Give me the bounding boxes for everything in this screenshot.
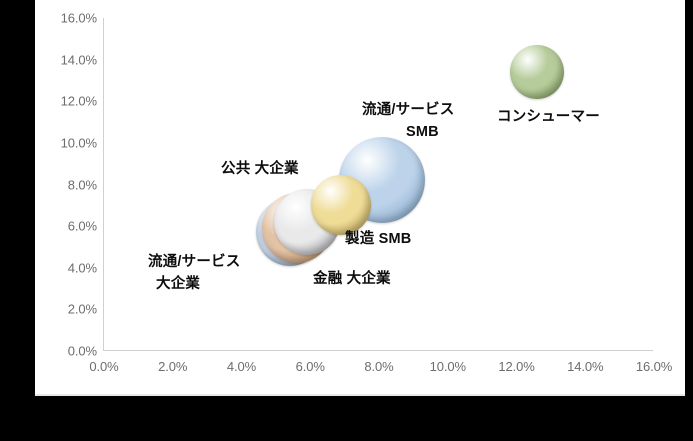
chart-card: 0.0% 2.0% 4.0% 6.0% 8.0% 10.0% 12.0% 14.0% 16.0%… xyxy=(35,0,685,396)
data-label-3: 公共 大企業 xyxy=(221,158,299,180)
x-axis-tick-label: 10.0% xyxy=(429,359,466,374)
data-label-line1: 公共 大企業 xyxy=(221,161,299,177)
y-axis-tick-label: 14.0% xyxy=(60,52,97,68)
data-label-line1: 流通/サービス xyxy=(362,102,455,118)
data-label-4: 金融 大企業 xyxy=(313,268,391,290)
y-axis-tick-label: 8.0% xyxy=(67,177,97,192)
data-label-5: 製造 SMB xyxy=(345,228,411,250)
y-axis-tick-label: 6.0% xyxy=(67,218,97,234)
x-axis-tick-label: 16.0% xyxy=(635,359,673,374)
y-axis-tick-label: 4.0% xyxy=(67,260,97,276)
x-axis-tick-label: 14.0% xyxy=(567,359,604,374)
data-label-line2: 大企業 xyxy=(156,276,201,293)
x-axis-tick-label: 0.0% xyxy=(89,359,119,374)
y-axis-tick-label: 16.0% xyxy=(60,10,97,26)
data-label-1: コンシューマー xyxy=(497,106,600,128)
y-axis-tick-label: 0.0% xyxy=(67,343,97,359)
data-label-line1: 製造 SMB xyxy=(345,231,412,247)
y-axis-tick-label: 12.0% xyxy=(60,93,97,109)
x-axis-tick-label: 12.0% xyxy=(498,359,535,374)
x-axis-tick-label: 4.0% xyxy=(226,359,257,374)
x-axis-tick-label: 2.0% xyxy=(158,359,188,374)
y-axis-tick-label: 10.0% xyxy=(60,135,97,151)
data-label-line2: SMB xyxy=(406,124,439,141)
data-label-line1: コンシューマー xyxy=(497,109,600,125)
data-label-line1: 金融 大企業 xyxy=(313,271,391,287)
y-axis-tick-label: 2.0% xyxy=(67,301,97,317)
x-axis-tick-label: 8.0% xyxy=(364,359,394,374)
plot-area: 0.0% 2.0% 4.0% 6.0% 8.0% 10.0% 12.0% 14.0% 16.0%… xyxy=(61,11,673,375)
data-label-6: 流通/サービス大企業 xyxy=(148,251,240,296)
data-label-2: 流通/サービス SMB xyxy=(362,99,454,144)
bubble-1[interactable] xyxy=(510,45,565,100)
x-axis-tick-label: 6.0% xyxy=(295,359,325,374)
data-label-line1: 流通/サービス xyxy=(148,254,241,270)
bubble-3[interactable] xyxy=(311,175,372,236)
